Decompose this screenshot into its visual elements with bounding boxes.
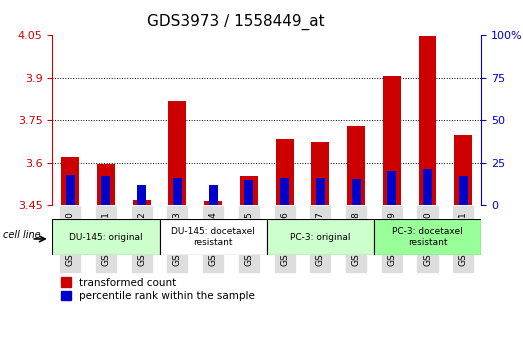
Bar xyxy=(454,135,472,205)
Bar xyxy=(311,142,329,205)
FancyBboxPatch shape xyxy=(52,219,160,255)
Text: PC-3: original: PC-3: original xyxy=(290,233,350,242)
Bar xyxy=(459,176,468,205)
Bar xyxy=(351,179,360,205)
FancyBboxPatch shape xyxy=(374,219,481,255)
Text: DU-145: docetaxel
resistant: DU-145: docetaxel resistant xyxy=(171,228,255,247)
Bar xyxy=(173,178,182,205)
FancyBboxPatch shape xyxy=(267,219,374,255)
Text: DU-145: original: DU-145: original xyxy=(69,233,143,242)
Bar xyxy=(244,180,253,205)
Bar xyxy=(101,176,110,205)
Bar xyxy=(276,139,293,205)
FancyBboxPatch shape xyxy=(160,219,267,255)
Bar xyxy=(383,76,401,205)
Bar xyxy=(133,200,151,205)
Bar xyxy=(137,185,146,205)
Bar xyxy=(209,185,218,205)
Bar xyxy=(204,201,222,205)
Text: GDS3973 / 1558449_at: GDS3973 / 1558449_at xyxy=(146,14,324,30)
Bar xyxy=(61,157,79,205)
Text: cell line: cell line xyxy=(3,230,40,240)
Bar xyxy=(316,178,325,205)
Bar xyxy=(423,169,432,205)
Bar xyxy=(240,176,258,205)
Text: PC-3: docetaxel
resistant: PC-3: docetaxel resistant xyxy=(392,228,463,247)
Bar xyxy=(418,36,437,205)
Bar xyxy=(347,126,365,205)
Bar xyxy=(97,164,115,205)
Bar xyxy=(280,178,289,205)
Bar xyxy=(168,101,186,205)
Legend: transformed count, percentile rank within the sample: transformed count, percentile rank withi… xyxy=(58,274,258,304)
Bar xyxy=(66,175,75,205)
Bar xyxy=(388,171,396,205)
